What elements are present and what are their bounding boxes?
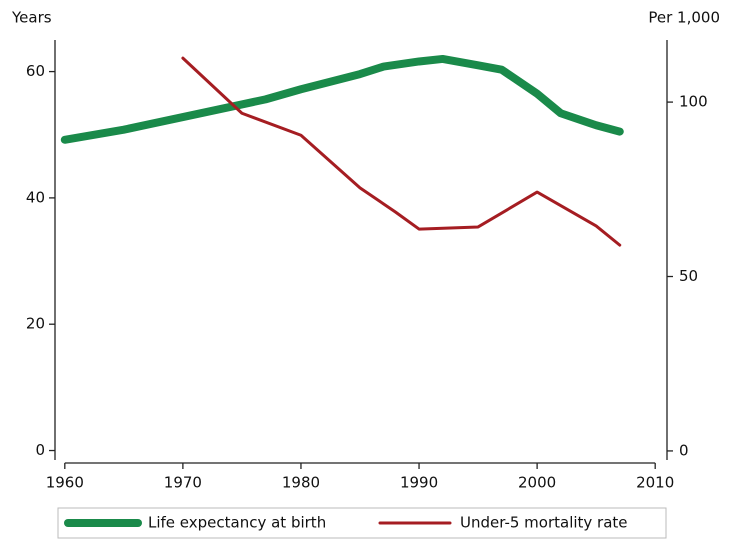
x-tick-label: 2000 bbox=[518, 474, 556, 492]
y2-axis-title: Per 1,000 bbox=[648, 9, 720, 27]
y-tick-label: 0 bbox=[35, 441, 45, 459]
y-tick-label: 40 bbox=[26, 188, 45, 206]
line-series bbox=[60, 54, 624, 144]
legend-label: Under-5 mortality rate bbox=[460, 514, 628, 532]
y-tick-label: 60 bbox=[26, 62, 45, 80]
x-tick-label: 1960 bbox=[46, 474, 84, 492]
x-tick-label: 2010 bbox=[636, 474, 674, 492]
x-tick-label: 1970 bbox=[164, 474, 202, 492]
x-tick-label: 1990 bbox=[400, 474, 438, 492]
y2-tick-label: 50 bbox=[679, 267, 698, 285]
y2-tick-label: 0 bbox=[679, 441, 689, 459]
y2-tick-label: 100 bbox=[679, 93, 708, 111]
y-axis-title: Years bbox=[11, 9, 52, 27]
line-series bbox=[181, 56, 622, 247]
legend-box bbox=[57, 507, 667, 539]
legend-label: Life expectancy at birth bbox=[148, 514, 326, 532]
x-tick-label: 1980 bbox=[282, 474, 320, 492]
y-tick-label: 20 bbox=[26, 315, 45, 333]
